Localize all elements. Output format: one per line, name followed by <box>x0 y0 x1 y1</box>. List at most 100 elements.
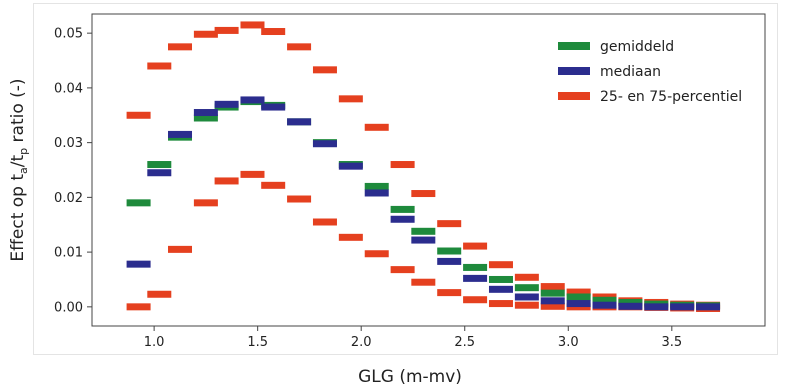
percentile-25-mark <box>193 199 218 207</box>
percentile-75-mark <box>514 273 539 281</box>
y-axis-label-part: Effect op t <box>8 174 28 262</box>
percentile-25-mark <box>214 177 239 185</box>
y-axis-label-subscript: p <box>17 148 30 155</box>
mediaan-mark <box>240 96 265 104</box>
legend: gemiddeld mediaan 25- en 75-percentiel <box>558 39 742 105</box>
percentile-25-mark <box>168 245 193 253</box>
gemiddeld-mark <box>437 247 462 255</box>
mediaan-mark <box>364 189 389 197</box>
percentile-75-mark <box>193 30 218 38</box>
mediaan-mark <box>463 274 488 282</box>
gemiddeld-mark <box>147 161 172 169</box>
mediaan-mark <box>670 303 695 311</box>
mediaan-mark <box>147 169 172 177</box>
mediaan-mark <box>168 130 193 138</box>
y-tick-label: 0.05 <box>54 27 83 42</box>
percentile-75-mark <box>411 190 436 198</box>
mediaan-mark <box>696 303 721 311</box>
percentile-25-mark <box>463 296 488 304</box>
percentile-25-mark <box>287 195 312 203</box>
percentile-25-mark <box>312 218 337 226</box>
legend-swatch <box>558 42 590 50</box>
gemiddeld-mark <box>566 293 591 301</box>
y-tick-label: 0.03 <box>54 136 83 151</box>
percentile-75-mark <box>338 95 363 103</box>
y-tick-label: 0.00 <box>54 300 83 315</box>
gemiddeld-mark <box>193 114 218 122</box>
mediaan-mark <box>390 215 415 223</box>
percentile-75-mark <box>364 123 389 131</box>
x-axis-label: GLG (m-mv) <box>358 367 462 387</box>
mediaan-mark <box>437 257 462 265</box>
mediaan-mark <box>566 300 591 308</box>
y-axis: 0.00 0.01 0.02 0.03 0.04 0.05 <box>54 27 92 315</box>
y-tick-label: 0.02 <box>54 191 83 206</box>
y-axis-label: Effect op ta/tp ratio (-) <box>8 78 30 261</box>
gemiddeld-mark <box>126 199 151 207</box>
x-tick-label: 2.0 <box>351 335 372 350</box>
mediaan-mark <box>540 297 565 305</box>
legend-label: mediaan <box>600 64 661 80</box>
percentile-75-mark <box>488 261 513 269</box>
y-axis-label-part: ratio (-) <box>8 78 28 147</box>
gemiddeld-mark <box>540 289 565 297</box>
percentile-75-mark <box>168 43 193 51</box>
mediaan-mark <box>592 301 617 309</box>
gemiddeld-mark <box>364 182 389 190</box>
mediaan-mark <box>193 109 218 117</box>
gemiddeld-mark <box>488 275 513 283</box>
mediaan-mark <box>126 260 151 268</box>
x-tick-label: 1.0 <box>144 335 165 350</box>
plot-area <box>91 13 766 327</box>
percentile-25-mark <box>147 290 172 298</box>
percentile-75-mark <box>261 28 286 36</box>
legend-label: 25- en 75-percentiel <box>600 89 742 105</box>
legend-swatch <box>558 67 590 75</box>
mediaan-mark <box>411 236 436 244</box>
gemiddeld-mark <box>390 205 415 213</box>
mediaan-mark <box>287 118 312 126</box>
percentile-25-mark <box>364 250 389 258</box>
percentile-25-mark <box>437 289 462 297</box>
percentile-25-mark <box>261 181 286 189</box>
percentile-75-mark <box>540 283 565 291</box>
mediaan-mark <box>261 103 286 111</box>
percentile-75-mark <box>437 220 462 228</box>
mediaan-mark <box>488 285 513 293</box>
gemiddeld-mark <box>411 227 436 235</box>
y-tick-label: 0.01 <box>54 246 83 261</box>
mediaan-mark <box>214 100 239 108</box>
x-tick-label: 1.5 <box>247 335 268 350</box>
y-tick-label: 0.04 <box>54 81 83 96</box>
mediaan-mark <box>644 303 669 311</box>
mediaan-mark <box>514 293 539 301</box>
legend-swatch <box>558 92 590 100</box>
gemiddeld-mark <box>514 284 539 292</box>
percentile-25-mark <box>240 170 265 178</box>
mediaan-mark <box>618 302 643 310</box>
percentile-25-mark <box>126 303 151 311</box>
percentile-25-mark <box>338 233 363 241</box>
percentile-75-mark <box>147 62 172 70</box>
x-tick-label: 3.0 <box>558 335 579 350</box>
gemiddeld-mark <box>463 263 488 271</box>
percentile-75-mark <box>287 43 312 51</box>
gemiddeld-mark <box>592 296 617 304</box>
data-marks <box>126 21 721 312</box>
gemiddeld-mark <box>618 298 643 306</box>
percentile-75-mark <box>126 111 151 119</box>
y-axis-label-subscript: a <box>17 167 30 174</box>
x-tick-label: 2.5 <box>454 335 475 350</box>
legend-label: gemiddeld <box>600 39 674 55</box>
mediaan-mark <box>338 162 363 170</box>
percentile-25-mark <box>390 266 415 274</box>
percentile-25-mark <box>514 301 539 309</box>
percentile-75-mark <box>390 161 415 169</box>
percentile-25-mark <box>540 302 565 310</box>
percentile-25-mark <box>488 300 513 308</box>
percentile-75-mark <box>566 288 591 296</box>
percentile-75-mark <box>240 21 265 29</box>
percentile-75-mark <box>214 26 239 34</box>
x-tick-label: 3.5 <box>661 335 682 350</box>
